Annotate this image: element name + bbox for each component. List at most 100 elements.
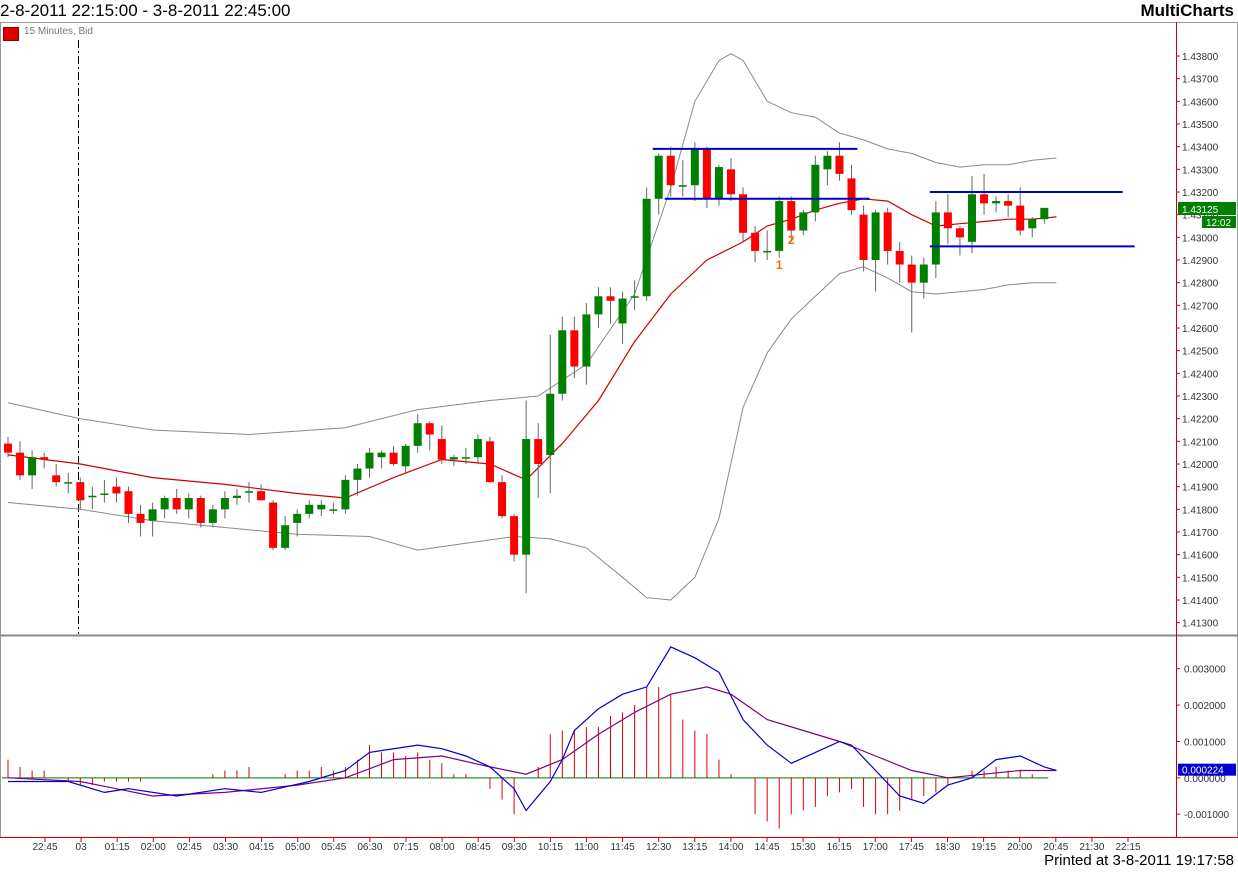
candle[interactable] — [425, 420, 434, 451]
candle[interactable] — [883, 207, 892, 265]
candle[interactable] — [534, 423, 543, 498]
candle[interactable] — [232, 488, 241, 505]
candle[interactable] — [666, 146, 675, 197]
candle[interactable] — [1040, 207, 1049, 224]
candle[interactable] — [245, 482, 253, 503]
candle[interactable] — [727, 158, 735, 202]
candle[interactable] — [522, 400, 531, 594]
chart-frame — [0, 22, 1238, 838]
candle[interactable] — [377, 450, 386, 469]
candle[interactable] — [690, 142, 699, 202]
candle[interactable] — [775, 196, 784, 258]
candle[interactable] — [486, 436, 494, 483]
candle[interactable] — [353, 464, 362, 496]
candle[interactable] — [4, 436, 12, 458]
candle-body — [835, 155, 844, 174]
instrument-icon[interactable] — [3, 27, 19, 41]
candle[interactable] — [461, 448, 470, 464]
candle[interactable] — [763, 230, 772, 260]
candle[interactable] — [76, 477, 85, 510]
candle[interactable] — [148, 502, 157, 537]
candle[interactable] — [124, 486, 133, 523]
candle[interactable] — [558, 316, 567, 401]
candle[interactable] — [365, 448, 374, 478]
candle[interactable] — [1004, 194, 1013, 217]
candle[interactable] — [88, 486, 97, 510]
candle[interactable] — [992, 196, 1001, 213]
candle[interactable] — [654, 153, 663, 215]
candle[interactable] — [437, 425, 446, 464]
candle[interactable] — [510, 513, 519, 562]
candle[interactable] — [208, 504, 217, 528]
candle[interactable] — [606, 287, 615, 324]
candle[interactable] — [582, 303, 591, 385]
candle[interactable] — [871, 210, 880, 292]
candle[interactable] — [329, 502, 338, 514]
candle[interactable] — [172, 488, 181, 514]
candle[interactable] — [449, 454, 458, 467]
candle[interactable] — [1028, 216, 1037, 238]
candle[interactable] — [305, 500, 314, 519]
candle[interactable] — [473, 434, 482, 464]
candle[interactable] — [498, 475, 507, 519]
candle[interactable] — [136, 504, 145, 537]
candle[interactable] — [919, 257, 928, 299]
candle[interactable] — [823, 151, 832, 186]
candle[interactable] — [546, 334, 555, 494]
candle-body — [498, 482, 507, 517]
candle[interactable] — [269, 500, 278, 551]
candle[interactable] — [835, 142, 844, 181]
candle[interactable] — [594, 287, 603, 328]
candle-body — [160, 498, 169, 510]
candle[interactable] — [907, 255, 916, 333]
candle[interactable] — [799, 210, 808, 236]
candle[interactable] — [317, 500, 326, 517]
candle[interactable] — [100, 479, 109, 503]
candle[interactable] — [955, 226, 964, 256]
candle[interactable] — [413, 414, 422, 453]
candle-body — [606, 296, 615, 301]
candle[interactable] — [859, 205, 868, 272]
candle[interactable] — [678, 160, 687, 197]
candle[interactable] — [28, 450, 37, 489]
time-tick-label: 02:45 — [177, 842, 202, 853]
candle[interactable] — [112, 477, 121, 503]
candle[interactable] — [220, 491, 229, 519]
candle[interactable] — [570, 316, 579, 378]
candle[interactable] — [281, 516, 290, 551]
candle[interactable] — [16, 441, 25, 480]
candle[interactable] — [184, 493, 193, 519]
candle[interactable] — [811, 155, 820, 222]
candle-body — [1028, 219, 1037, 229]
candle[interactable] — [980, 173, 989, 215]
candle[interactable] — [739, 187, 748, 242]
price-tick-label: 1.41900 — [1182, 483, 1219, 494]
candle[interactable] — [943, 194, 952, 245]
candle[interactable] — [64, 473, 73, 494]
candle[interactable] — [618, 291, 627, 344]
candle[interactable] — [787, 196, 796, 242]
candle[interactable] — [642, 187, 651, 301]
candle-body — [16, 452, 25, 476]
candle[interactable] — [630, 280, 639, 310]
candle[interactable] — [257, 484, 266, 501]
candle[interactable] — [931, 201, 940, 279]
candle[interactable] — [389, 445, 398, 467]
candle[interactable] — [196, 495, 205, 528]
candle[interactable] — [1016, 187, 1025, 236]
candle[interactable] — [52, 464, 61, 487]
price-tick-label: 1.41600 — [1182, 551, 1219, 562]
candle[interactable] — [751, 226, 760, 263]
candle[interactable] — [968, 176, 976, 254]
candle[interactable] — [401, 443, 410, 474]
candle[interactable] — [341, 475, 350, 514]
candle[interactable] — [702, 146, 711, 208]
candle[interactable] — [40, 452, 49, 469]
candle-body — [196, 498, 205, 523]
candle[interactable] — [895, 241, 904, 283]
price-tick-label: 1.41400 — [1182, 596, 1219, 607]
candle[interactable] — [160, 495, 169, 519]
candle[interactable] — [847, 164, 856, 215]
candle[interactable] — [293, 509, 302, 537]
